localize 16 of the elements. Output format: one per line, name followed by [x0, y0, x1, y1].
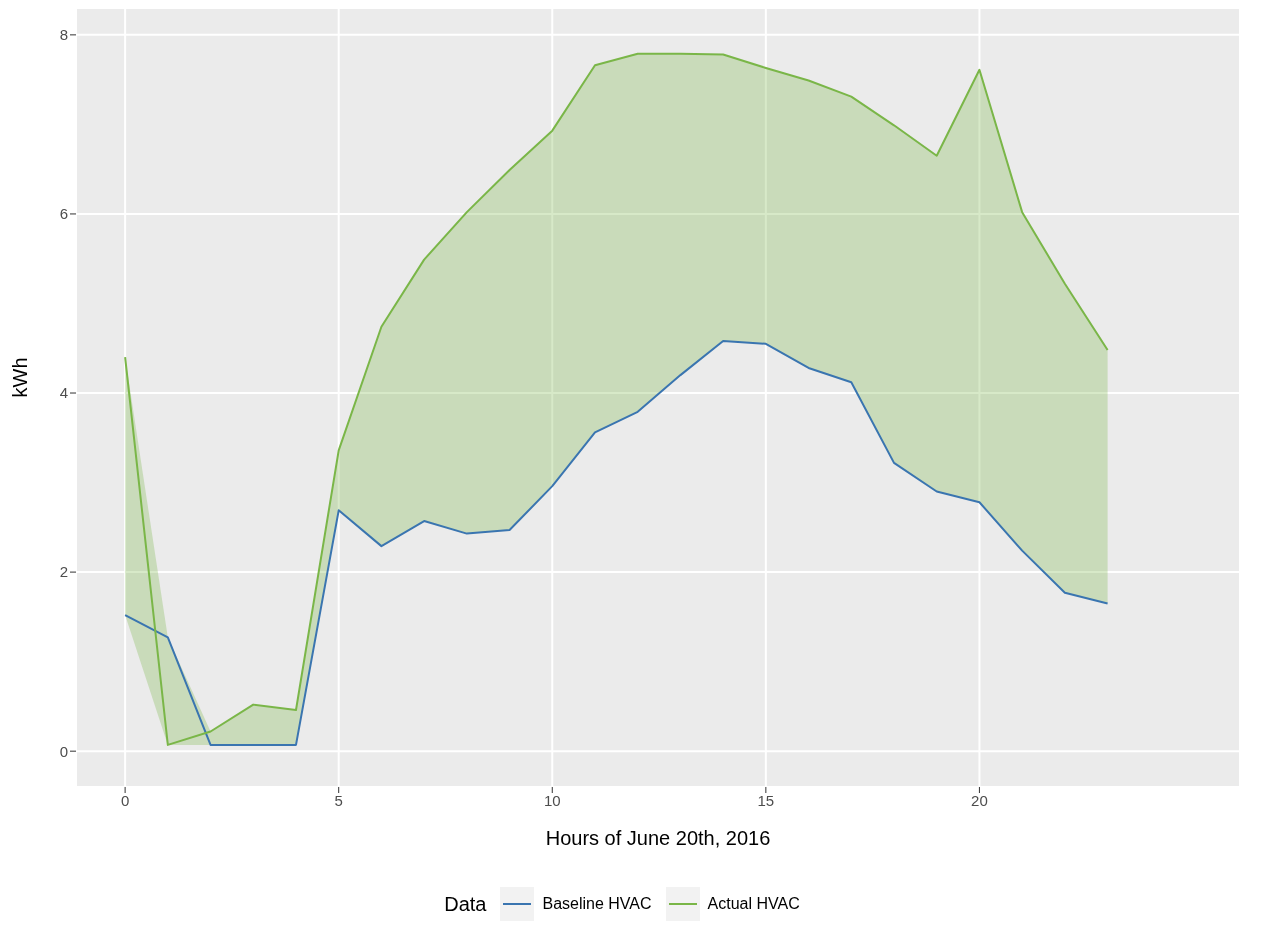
x-tick-label: 10: [543, 791, 561, 809]
y-tick-label: 0: [59, 742, 68, 760]
y-axis-title: kWh: [9, 357, 32, 398]
y-tick-label: 8: [59, 26, 68, 44]
legend-label: Actual HVAC: [706, 894, 800, 914]
legend-label: Baseline HVAC: [541, 894, 652, 914]
y-tick-label: 2: [59, 563, 68, 581]
x-tick-label: 20: [971, 791, 988, 809]
x-axis-title: Hours of June 20th, 2016: [545, 827, 771, 849]
x-tick-label: 0: [120, 791, 130, 809]
x-tick-label: 15: [757, 791, 775, 809]
y-tick-label: 4: [59, 384, 68, 402]
line-series: [124, 340, 1109, 746]
legend-title: Data: [444, 892, 487, 916]
x-tick-label: 5: [334, 791, 343, 809]
y-tick-label: 6: [59, 205, 68, 223]
